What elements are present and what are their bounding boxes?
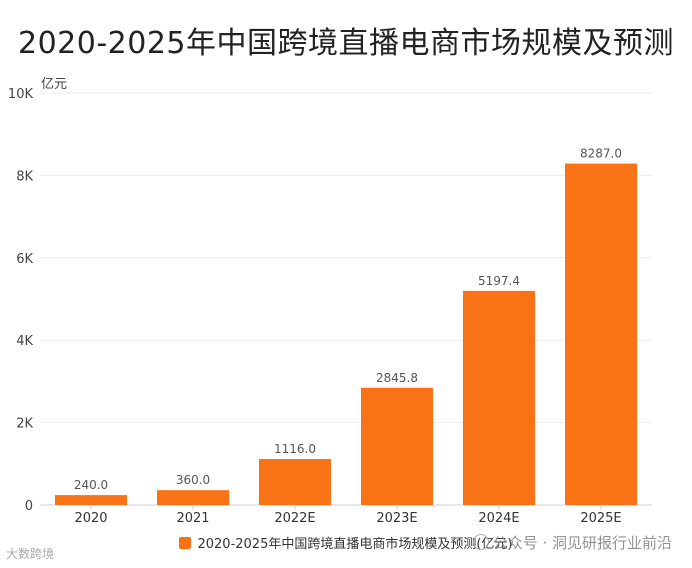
bar-value-label: 5197.4 (478, 274, 520, 288)
y-tick-label: 2K (16, 417, 33, 432)
legend-label: 2020-2025年中国跨境直播电商市场规模及预测(亿元) (197, 537, 513, 552)
chart-title: 2020-2025年中国跨境直播电商市场规模及预测 (17, 26, 675, 61)
y-axis-unit-label: 亿元 (41, 77, 68, 92)
watermark-right-text: 公众号 · 洞见研报行业前沿 (492, 534, 672, 552)
x-tick-label: 2020 (74, 511, 107, 526)
x-tick-label: 2022E (274, 511, 315, 526)
x-tick-label: 2024E (478, 511, 519, 526)
legend-swatch (179, 537, 192, 549)
watermark-right: 公众号 · 洞见研报行业前沿 (472, 532, 672, 553)
bar-value-label: 8287.0 (580, 147, 622, 161)
x-tick-label: 2023E (376, 511, 417, 526)
bar-value-label: 1116.0 (274, 442, 316, 456)
bar-value-label: 2845.8 (376, 371, 418, 385)
wechat-icon (472, 534, 489, 550)
bar-value-label: 240.0 (74, 478, 108, 492)
watermark-left: 大数跨境 (6, 547, 55, 561)
y-tick-label: 8K (16, 169, 33, 184)
x-tick-label: 2021 (176, 511, 209, 526)
bar (259, 459, 331, 505)
bar (463, 290, 535, 505)
y-tick-label: 0 (25, 499, 33, 514)
bar-value-label: 360.0 (176, 473, 210, 487)
y-tick-label: 10K (8, 87, 34, 102)
x-tick-label: 2025E (580, 511, 621, 526)
bar (55, 495, 127, 505)
y-tick-label: 6K (16, 252, 33, 267)
bar (565, 163, 637, 505)
bar (361, 387, 433, 505)
y-tick-label: 4K (16, 334, 33, 349)
bar (157, 490, 229, 505)
legend[interactable]: 2020-2025年中国跨境直播电商市场规模及预测(亿元) (0, 533, 692, 552)
